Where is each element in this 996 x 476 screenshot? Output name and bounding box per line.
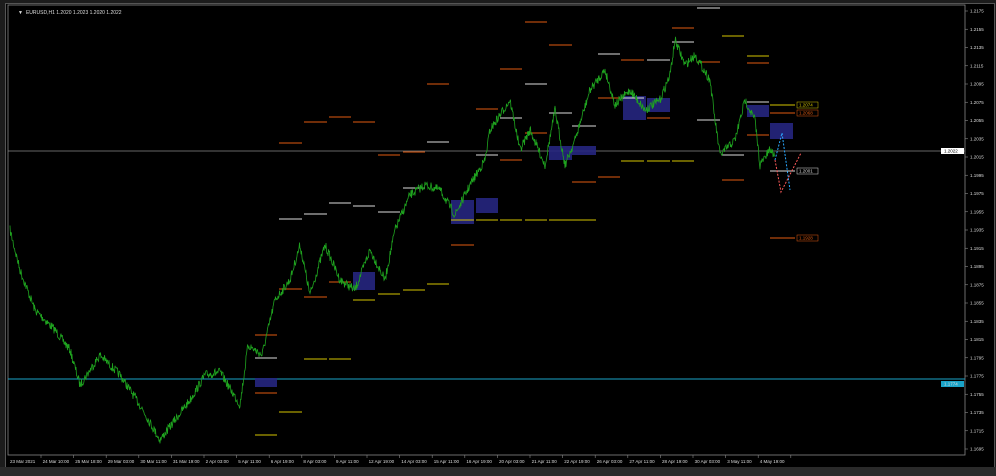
supply-demand-zone — [549, 146, 572, 160]
time-axis-label: 12 Apr 19:00 — [369, 459, 395, 464]
projection-up-arrow — [774, 132, 791, 191]
price-axis-label: 1.2175 — [970, 9, 984, 14]
price-line — [9, 36, 775, 444]
price-axis-label: 1.1915 — [970, 246, 984, 251]
time-axis-label: 26 Apr 03:00 — [597, 459, 623, 464]
level-label: 1.2001 — [799, 169, 813, 174]
time-axis-label: 16 Apr 19:00 — [466, 459, 492, 464]
supply-demand-zone — [770, 123, 793, 139]
time-axis-label: 14 Apr 03:00 — [401, 459, 427, 464]
supply-demand-zone — [353, 272, 375, 290]
time-axis-label: 6 Apr 19:00 — [271, 459, 295, 464]
price-axis-label: 1.1735 — [970, 410, 984, 415]
price-axis-label: 1.2055 — [970, 118, 984, 123]
price-axis-label: 1.1855 — [970, 301, 984, 306]
time-axis-label: 9 Apr 11:00 — [336, 459, 359, 464]
current-price-badge — [941, 148, 964, 154]
price-axis-label: 1.1995 — [970, 173, 984, 178]
time-axis-label: 5 Apr 11:00 — [238, 459, 261, 464]
time-axis-label: 28 Apr 19:00 — [662, 459, 688, 464]
current-price-label: 1.2022 — [944, 149, 958, 154]
time-axis-label: 8 Apr 03:00 — [303, 459, 327, 464]
time-axis-label: 25 Mar 18:00 — [75, 459, 102, 464]
price-axis-label: 1.2035 — [970, 136, 984, 141]
cyan-price-badge — [941, 381, 964, 387]
chart-window[interactable]: ▼ EURUSD,H1 1.2020 1.2023 1.2020 1.2022 — [5, 3, 995, 468]
time-axis-label: 20 Apr 03:00 — [499, 459, 525, 464]
symbol-label: EURUSD,H1 — [25, 10, 55, 16]
price-axis-label: 1.1755 — [970, 392, 984, 397]
chart-title: ▼ EURUSD,H1 1.2020 1.2023 1.2020 1.2022 — [18, 10, 122, 16]
projection-down-arrow — [774, 152, 802, 194]
price-axis-label: 1.1975 — [970, 191, 984, 196]
supply-demand-zone — [572, 146, 596, 155]
level-label-box — [796, 101, 819, 109]
price-axis-label: 1.1795 — [970, 355, 984, 360]
price-axis-label: 1.2015 — [970, 155, 984, 160]
price-axis-label: 1.2115 — [970, 63, 984, 68]
status-strip — [0, 467, 996, 476]
supply-demand-zone — [451, 200, 474, 224]
time-axis-label: 31 Mar 19:00 — [173, 459, 200, 464]
supply-demand-zone — [476, 198, 498, 213]
time-axis-label: 29 Mar 03:00 — [108, 459, 135, 464]
plot-frame — [7, 4, 966, 456]
time-axis-label: 3 May 11:00 — [727, 459, 752, 464]
price-axis-label: 1.1715 — [970, 428, 984, 433]
time-axis-label: 21 Apr 11:00 — [532, 459, 558, 464]
time-axis-label: 22 Apr 19:00 — [564, 459, 590, 464]
time-axis-label: 30 Apr 03:00 — [695, 459, 721, 464]
price-axis-label: 1.2135 — [970, 45, 984, 50]
time-axis-label: 27 Apr 11:00 — [629, 459, 655, 464]
price-axis-label: 1.2155 — [970, 27, 984, 32]
price-axis-label: 1.1695 — [970, 447, 984, 452]
level-label: 1.2068 — [799, 111, 813, 116]
supply-demand-zone — [623, 96, 646, 120]
price-axis-label: 1.1895 — [970, 264, 984, 269]
time-axis-label: 4 May 19:00 — [760, 459, 785, 464]
time-axis-label: 24 Mar 10:00 — [43, 459, 70, 464]
price-axis-label: 1.1835 — [970, 319, 984, 324]
level-label-box — [796, 234, 819, 242]
price-axis-label: 1.1955 — [970, 209, 984, 214]
price-axis-label: 1.1815 — [970, 337, 984, 342]
cyan-price-label: 1.1774 — [944, 382, 958, 387]
chart-menu-icon[interactable]: ▼ — [18, 10, 23, 16]
time-axis-label: 30 Mar 11:00 — [140, 459, 167, 464]
time-axis-label: 23 Mar 2021 — [10, 459, 36, 464]
ohlc-quote: 1.2020 1.2023 1.2020 1.2022 — [56, 10, 122, 16]
level-label: 1.1928 — [799, 236, 813, 241]
price-axis-label: 1.1775 — [970, 374, 984, 379]
time-axis-label: 15 Apr 11:00 — [434, 459, 460, 464]
level-label-box — [796, 167, 819, 175]
level-label: 1.2074 — [799, 103, 813, 108]
level-label-box — [796, 109, 819, 117]
time-axis-label: 2 Apr 03:00 — [206, 459, 230, 464]
price-axis-label: 1.2075 — [970, 100, 984, 105]
price-axis-label: 1.1875 — [970, 282, 984, 287]
price-axis-label: 1.1935 — [970, 228, 984, 233]
supply-demand-zone — [255, 378, 277, 387]
price-axis-label: 1.2095 — [970, 82, 984, 87]
